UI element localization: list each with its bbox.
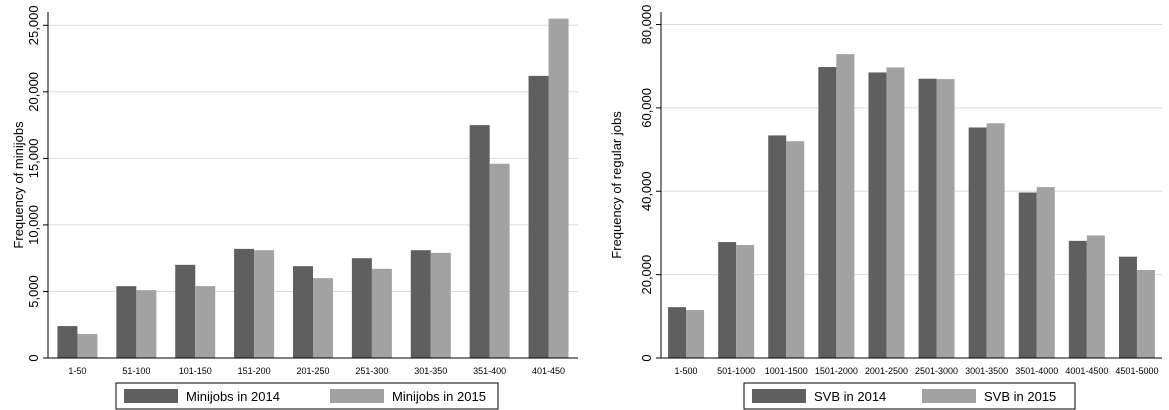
x-tick-label: 1501-2000 xyxy=(815,366,858,376)
bar-2014 xyxy=(668,307,687,358)
bar-2015 xyxy=(430,252,451,358)
x-tick-label: 51-100 xyxy=(122,366,150,376)
y-tick-label: 0 xyxy=(26,354,41,361)
bar-2015 xyxy=(77,334,98,358)
bar-2014 xyxy=(818,67,837,359)
y-tick-label: 0 xyxy=(639,354,654,361)
bar-2015 xyxy=(1036,187,1055,358)
x-tick-label: 4501-5000 xyxy=(1115,366,1158,376)
y-tick-label: 25,000 xyxy=(26,5,41,45)
legend: Minijobs in 2014 Minijobs in 2015 xyxy=(115,382,499,410)
x-tick-label: 351-400 xyxy=(473,366,506,376)
bar-2015 xyxy=(489,163,510,358)
x-tick-label: 2501-3000 xyxy=(915,366,958,376)
legend-swatch xyxy=(124,389,178,403)
bar-2015 xyxy=(371,268,392,358)
bar-2015 xyxy=(836,54,855,359)
y-axis-label: Frequency of minijobs xyxy=(11,121,26,249)
bar-2015 xyxy=(986,123,1005,358)
bar-2015 xyxy=(736,245,755,358)
bar-2014 xyxy=(1018,192,1037,358)
bar-2014 xyxy=(528,75,549,358)
x-tick-label: 1-50 xyxy=(68,366,86,376)
bar-2015 xyxy=(136,290,157,358)
y-tick-label: 10,000 xyxy=(26,205,41,245)
x-tick-label: 301-350 xyxy=(414,366,447,376)
regular-jobs-chart: 0 20,000 40,000 60,000 80,000 1-500 501-1000 10… xyxy=(609,5,1162,410)
y-axis-label: Frequency of regular jobs xyxy=(609,111,624,259)
bar-2014 xyxy=(469,125,490,358)
bar-2015 xyxy=(786,141,805,358)
minijobs-chart: 0 5,000 10,000 15,000 20,000 25,000 1-50 51-100… xyxy=(11,5,578,410)
y-tick-label: 5,000 xyxy=(26,275,41,308)
y-tick-label: 60,000 xyxy=(639,88,654,128)
x-tick-label: 251-300 xyxy=(355,366,388,376)
legend-label: Minijobs in 2015 xyxy=(392,389,486,404)
bar-2015 xyxy=(886,67,905,359)
bar-2014 xyxy=(175,264,196,358)
x-tick-label: 2001-2500 xyxy=(865,366,908,376)
bar-2015 xyxy=(254,250,275,358)
legend-swatch xyxy=(330,389,384,403)
x-tick-label: 401-450 xyxy=(532,366,565,376)
bar-2014 xyxy=(968,127,987,358)
legend: SVB in 2014 SVB in 2015 xyxy=(743,382,1076,410)
bar-2015 xyxy=(936,79,955,358)
x-tick-label: 1001-1500 xyxy=(765,366,808,376)
legend-label: SVB in 2015 xyxy=(984,389,1056,404)
bar-2014 xyxy=(410,250,431,358)
bar-2015 xyxy=(1136,270,1155,358)
bar-2015 xyxy=(686,310,705,358)
x-tick-label: 3001-3500 xyxy=(965,366,1008,376)
x-tick-label: 4001-4500 xyxy=(1065,366,1108,376)
bar-2014 xyxy=(718,242,737,358)
y-tick-label: 40,000 xyxy=(639,171,654,211)
bar-2014 xyxy=(918,78,937,358)
x-tick-label: 3501-4000 xyxy=(1015,366,1058,376)
bar-2014 xyxy=(351,258,372,358)
legend-swatch xyxy=(752,389,806,403)
y-tick-label: 15,000 xyxy=(26,139,41,179)
x-tick-label: 101-150 xyxy=(179,366,212,376)
bar-2014 xyxy=(57,326,78,358)
bar-2014 xyxy=(1118,256,1137,358)
bar-2014 xyxy=(234,248,255,358)
legend-box xyxy=(115,382,499,410)
legend-swatch xyxy=(922,389,976,403)
bar-2014 xyxy=(293,266,313,358)
bar-2015 xyxy=(313,278,333,358)
y-tick-label: 80,000 xyxy=(639,5,654,45)
x-tick-label: 151-200 xyxy=(238,366,271,376)
bar-2014 xyxy=(1068,240,1087,358)
bar-2014 xyxy=(868,72,887,358)
bar-2014 xyxy=(768,135,787,358)
bar-2015 xyxy=(195,286,216,358)
x-tick-label: 1-500 xyxy=(675,366,698,376)
bar-2015 xyxy=(548,18,569,359)
bar-2015 xyxy=(1086,235,1105,358)
legend-label: Minijobs in 2014 xyxy=(186,389,280,404)
legend-label: SVB in 2014 xyxy=(814,389,886,404)
bar-2014 xyxy=(116,286,137,358)
x-tick-label: 201-250 xyxy=(296,366,329,376)
x-tick-label: 501-1000 xyxy=(717,366,755,376)
y-tick-label: 20,000 xyxy=(639,255,654,295)
y-tick-label: 20,000 xyxy=(26,72,41,112)
